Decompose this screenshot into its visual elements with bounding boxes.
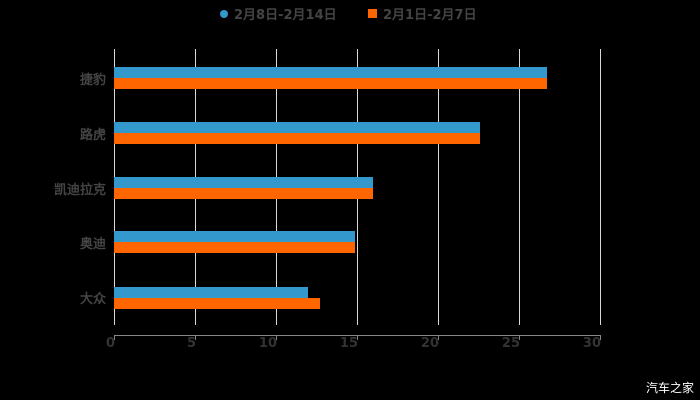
legend-item-week2[interactable]: 2月8日-2月14日 xyxy=(220,4,337,23)
x-tick-label: 5 xyxy=(186,336,196,351)
x-axis-tick xyxy=(600,335,601,340)
bar[interactable] xyxy=(114,188,373,199)
category-label: 大众 xyxy=(79,292,106,307)
plot-area xyxy=(114,49,601,325)
x-axis-tick xyxy=(519,335,520,340)
x-tick-label: 20 xyxy=(420,336,439,351)
circle-marker-icon xyxy=(220,9,228,18)
bar[interactable] xyxy=(114,298,320,309)
bar[interactable] xyxy=(114,177,373,188)
gridline xyxy=(519,49,520,325)
square-marker-icon xyxy=(368,9,377,18)
chart-legend: 2月8日-2月14日 2月1日-2月7日 xyxy=(0,4,700,24)
x-axis-tick xyxy=(114,335,115,340)
category-label: 奥迪 xyxy=(79,237,106,252)
x-tick-label: 10 xyxy=(258,336,277,351)
x-tick-label: 0 xyxy=(105,336,115,351)
category-label: 捷豹 xyxy=(79,73,106,88)
x-axis-tick xyxy=(195,335,196,340)
bar[interactable] xyxy=(114,78,547,89)
x-axis-tick xyxy=(357,335,358,340)
legend-label: 2月1日-2月7日 xyxy=(383,8,477,23)
bar[interactable] xyxy=(114,133,480,144)
bar[interactable] xyxy=(114,122,480,133)
x-axis-tick xyxy=(276,335,277,340)
legend-label: 2月8日-2月14日 xyxy=(234,8,337,23)
category-label: 凯迪拉克 xyxy=(53,183,106,198)
x-tick-label: 15 xyxy=(339,336,358,351)
bar[interactable] xyxy=(114,231,355,242)
gridline xyxy=(438,49,439,325)
bar[interactable] xyxy=(114,287,308,298)
bar[interactable] xyxy=(114,67,547,78)
legend-item-week1[interactable]: 2月1日-2月7日 xyxy=(368,4,477,23)
gridline xyxy=(600,49,601,325)
watermark: 汽车之家 xyxy=(645,381,694,395)
x-tick-label: 25 xyxy=(501,336,520,351)
x-tick-label: 30 xyxy=(582,336,601,351)
bar[interactable] xyxy=(114,242,355,253)
x-axis-tick xyxy=(438,335,439,340)
category-label: 路虎 xyxy=(79,128,106,143)
